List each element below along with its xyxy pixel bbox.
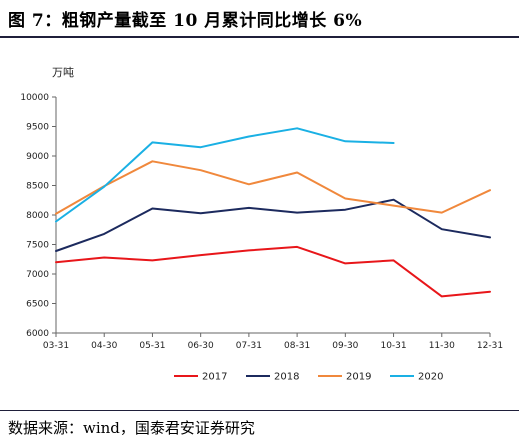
y-tick-label: 8000	[26, 211, 49, 221]
x-tick-label: 11-30	[429, 341, 455, 351]
y-tick-label: 6000	[26, 329, 49, 339]
x-tick-label: 07-31	[236, 341, 262, 351]
y-tick-label: 6500	[26, 300, 49, 310]
legend-label-2018: 2018	[274, 372, 299, 383]
y-tick-label: 10000	[20, 93, 49, 103]
chart-title: 图 7：粗钢产量截至 10 月累计同比增长 6%	[8, 11, 363, 31]
legend-label-2020: 2020	[418, 372, 443, 383]
x-tick-label: 04-30	[91, 341, 117, 351]
series-line-2020	[55, 127, 395, 223]
y-tick-label: 9500	[26, 123, 49, 133]
x-axis: 03-31 04-30 05-31 06-30 07-31 08-31 09-30 10-31…	[43, 332, 503, 351]
series-line-2018	[55, 198, 491, 252]
line-chart: 万吨 6000 6500 7000 7500 8000 8500 9000 9500 10000…	[20, 66, 503, 383]
legend-label-2019: 2019	[346, 372, 371, 383]
x-tick-label: 03-31	[43, 341, 69, 351]
x-tick-label: 06-30	[188, 341, 214, 351]
y-tick-label: 8500	[26, 182, 49, 192]
source-note: 数据来源：wind，国泰君安证券研究	[8, 419, 255, 437]
series-line-2017	[55, 245, 491, 298]
x-tick-label: 12-31	[477, 341, 503, 351]
series-lines	[55, 127, 491, 298]
y-tick-label: 9000	[26, 152, 49, 162]
y-axis: 6000 6500 7000 7500 8000 8500 9000 9500 10000	[20, 93, 57, 339]
source-bar: 数据来源：wind，国泰君安证券研究	[0, 410, 519, 443]
legend: 2017 2018 2019 2020	[174, 372, 443, 383]
legend-label-2017: 2017	[202, 372, 227, 383]
series-line-2019	[55, 160, 491, 215]
y-unit-label: 万吨	[52, 66, 74, 79]
x-tick-label: 09-30	[332, 341, 358, 351]
x-tick-label: 10-31	[380, 341, 406, 351]
x-tick-label: 05-31	[139, 341, 165, 351]
title-bar: 图 7：粗钢产量截至 10 月累计同比增长 6%	[0, 0, 519, 38]
y-tick-label: 7500	[26, 241, 49, 251]
x-tick-label: 08-31	[284, 341, 310, 351]
y-tick-label: 7000	[26, 270, 49, 280]
